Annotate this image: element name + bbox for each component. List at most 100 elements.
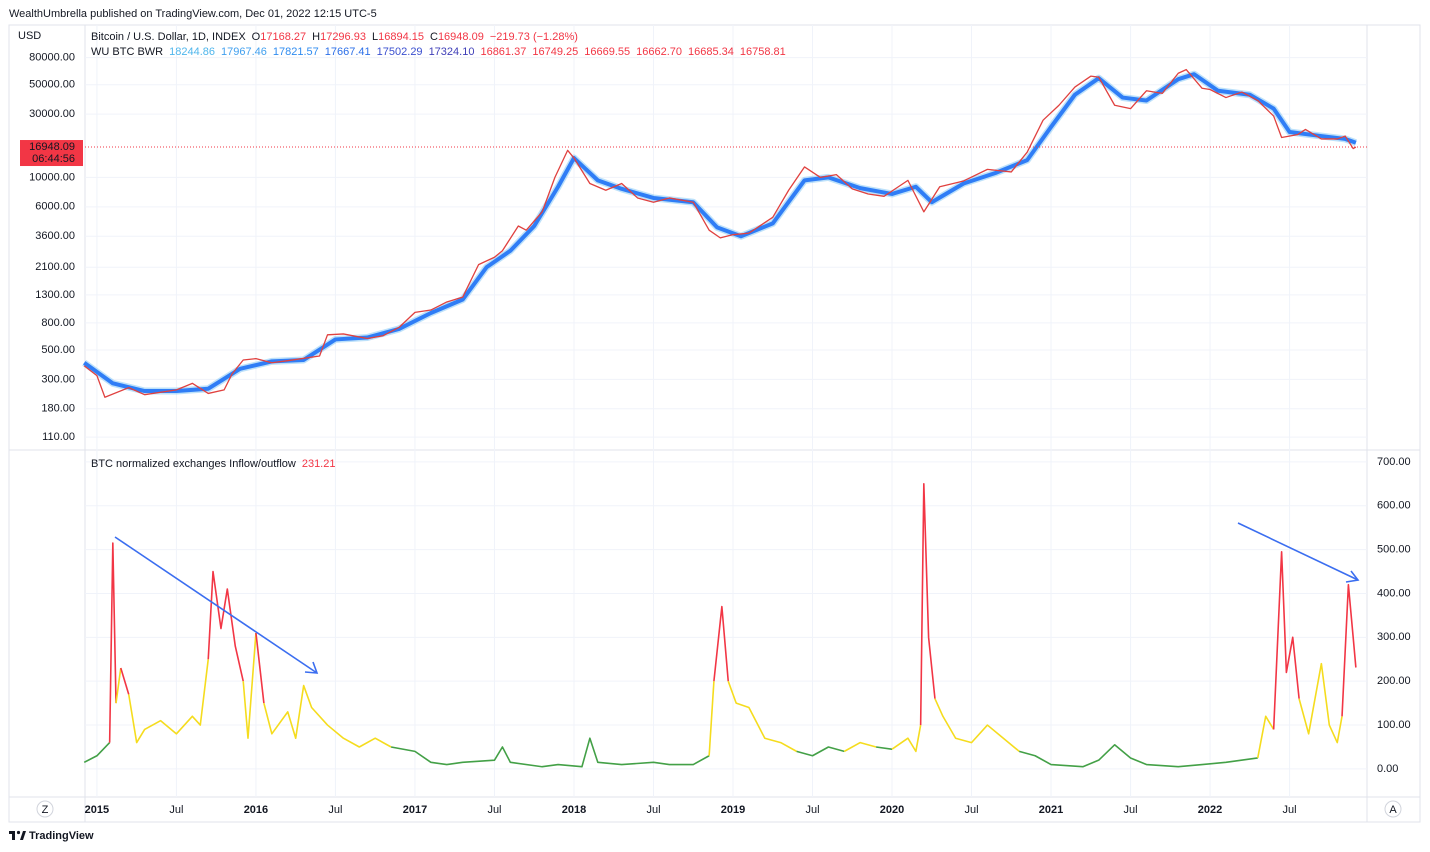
indicator-line — [115, 667, 122, 704]
indicator-line — [207, 570, 245, 682]
indicator-line — [83, 742, 111, 764]
arrow-head — [1345, 570, 1360, 583]
legend-value: 16662.70 — [636, 46, 683, 58]
scale-button[interactable] — [1384, 800, 1402, 818]
y-tick-label: 100.00 — [1377, 719, 1411, 731]
y-tick-label: 600.00 — [1377, 500, 1411, 512]
x-tick-label: Jul — [646, 804, 660, 816]
arrow — [1237, 522, 1359, 581]
bwr-legend: WU BTC BWR 18244.86 17967.46 17821.57 17667.… — [91, 46, 786, 58]
legend-value: 16861.37 — [480, 46, 527, 58]
legend-value: 16685.34 — [688, 46, 734, 58]
countdown-label: 06:44:56 — [32, 153, 75, 165]
y-tick-label: 800.00 — [41, 317, 75, 329]
x-tick-label: 2021 — [1039, 804, 1063, 816]
y-tick-label: 180.00 — [41, 403, 75, 415]
x-tick-label: 2018 — [562, 804, 586, 816]
y-tick-label: 700.00 — [1377, 456, 1411, 468]
y-tick-label: 3600.00 — [35, 230, 75, 242]
ohlc-key: H — [312, 31, 321, 43]
ohlc-value: 17168.27 — [260, 31, 307, 43]
indicator-line — [727, 680, 797, 753]
y-tick-label: 10000.00 — [29, 171, 75, 183]
symbol-title: Bitcoin / U.S. Dollar, 1D, INDEX — [91, 31, 246, 43]
axis-unit: USD — [18, 30, 41, 42]
annotation-arrows — [114, 522, 1360, 674]
indicator-line — [390, 737, 710, 768]
indicator-line — [1019, 744, 1258, 768]
ohlc-key: C — [429, 31, 438, 43]
x-tick-label: 2020 — [880, 804, 904, 816]
y-tick-label: 500.00 — [41, 344, 75, 356]
legend-value: 17667.41 — [324, 46, 371, 58]
footer-brand: TradingView — [29, 830, 94, 842]
x-tick-label: Jul — [805, 804, 819, 816]
x-tick-label: 2015 — [85, 804, 109, 816]
y-tick-label: 110.00 — [42, 431, 75, 443]
y-tick-label: 50000.00 — [29, 79, 75, 91]
x-tick-label: 2017 — [403, 804, 427, 816]
indicator-line — [919, 482, 936, 726]
marks — [82, 68, 1367, 768]
y-tick-label: 6000.00 — [35, 201, 75, 213]
ohlc-value: 16948.09 — [437, 31, 484, 43]
indicator-line — [891, 724, 922, 753]
scale-button-label[interactable]: A — [1389, 804, 1397, 816]
ribbon-glow — [82, 70, 1358, 395]
arrow-head — [304, 661, 319, 674]
tradingview-logo — [9, 830, 26, 840]
scale-button-label[interactable]: Z — [42, 804, 49, 816]
x-tick-label: 2019 — [721, 804, 745, 816]
indicator-line — [708, 681, 715, 756]
legend-value: 18244.86 — [169, 46, 215, 58]
y-tick-label: 30000.00 — [29, 108, 75, 120]
x-tick-label: Jul — [487, 804, 501, 816]
indicator-line — [127, 659, 210, 744]
ohlc-item: H17296.93 — [312, 31, 366, 43]
indicator-line — [934, 698, 1020, 752]
indicator-line — [1256, 715, 1275, 759]
ohlc-value: 16894.15 — [378, 31, 424, 43]
x-tick-label: Jul — [169, 804, 183, 816]
x-tick-label: Jul — [1283, 804, 1297, 816]
legend-value: 16749.25 — [532, 46, 579, 58]
y-tick-label: 300.00 — [41, 373, 75, 385]
y-tick-label: 2100.00 — [35, 261, 75, 273]
indicator-title: BTC normalized exchanges Inflow/outflow — [91, 458, 296, 470]
scale-button[interactable] — [36, 800, 54, 818]
indicator-line — [120, 667, 130, 695]
indicator-line — [242, 632, 257, 740]
legend-value: 17967.46 — [221, 46, 267, 58]
price-line — [83, 68, 1357, 398]
logo-part — [20, 831, 26, 840]
y-tick-label: 80000.00 — [29, 52, 75, 64]
ohlc-key: L — [371, 31, 379, 43]
y-tick-label: 500.00 — [1377, 543, 1411, 555]
ohlc-item: L16894.15 — [372, 31, 424, 43]
change: −219.73 (−1.28%) — [489, 31, 578, 43]
price-legend: Bitcoin / U.S. Dollar, 1D, INDEX O17168.2… — [91, 31, 578, 43]
y-tick-label: 400.00 — [1377, 587, 1411, 599]
publish-info: WealthUmbrella published on TradingView.… — [9, 8, 377, 20]
logo-part — [16, 830, 21, 835]
grid — [85, 25, 1367, 797]
series-name: WU BTC BWR — [91, 46, 164, 58]
x-tick-label: Jul — [328, 804, 342, 816]
indicator-line — [108, 542, 117, 743]
indicator-line — [1298, 662, 1343, 744]
y-tick-label: 1300.00 — [35, 289, 75, 301]
indicator-line — [876, 746, 893, 750]
indicator-line — [1272, 550, 1300, 730]
y-tick-label: 0.00 — [1377, 763, 1398, 775]
ohlc-key: O — [251, 31, 261, 43]
indicator-legend: BTC normalized exchanges Inflow/outflow 2… — [91, 458, 335, 470]
ohlc-item: C16948.09 — [430, 31, 484, 43]
x-tick-label: 2016 — [244, 804, 268, 816]
indicator-value: 231.21 — [301, 458, 336, 470]
legend-value: 17821.57 — [272, 46, 319, 58]
indicator-line — [713, 605, 730, 682]
indicator-line — [263, 684, 392, 748]
legend-value: 17502.29 — [376, 46, 423, 58]
